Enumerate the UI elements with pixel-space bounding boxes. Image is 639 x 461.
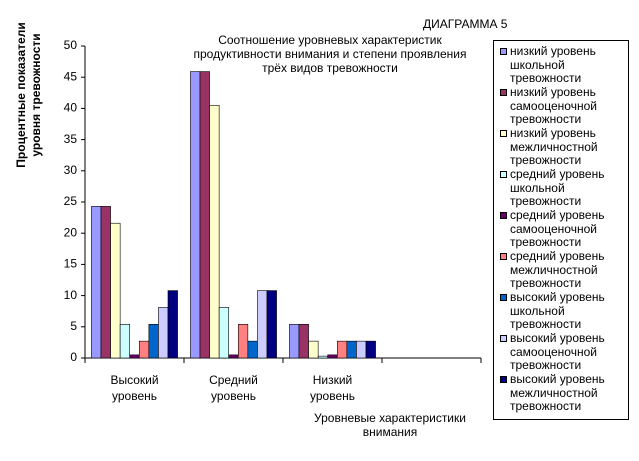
bar — [317, 355, 329, 359]
bar — [356, 340, 367, 359]
legend-label: средний уровень самооценочной тревожност… — [510, 209, 605, 249]
legend-entry: низкий уровень самооценочной тревожности — [500, 86, 625, 127]
legend-entry: низкий уровень межличностной тревожности — [500, 127, 625, 168]
legend-label: средний уровень школьной тревожности — [510, 168, 605, 208]
x-axis-label: Уровневые характеристики — [314, 411, 466, 425]
legend-swatch — [500, 294, 507, 301]
legend-entry: средний уровень самооценочной тревожност… — [500, 209, 625, 250]
bar — [247, 340, 258, 359]
bar — [289, 324, 300, 359]
y-tick-label: 45 — [64, 69, 78, 83]
legend-entry: средний уровень межличностной тревожност… — [500, 250, 625, 291]
legend-label: высокий уровень самооценочной тревожност… — [510, 332, 605, 372]
bar — [257, 290, 268, 359]
bar — [129, 354, 140, 359]
bar — [199, 71, 210, 359]
legend-swatch — [500, 171, 507, 178]
legend-swatch — [500, 335, 507, 342]
bar — [308, 340, 319, 359]
bar — [167, 290, 178, 359]
y-tick-label: 15 — [64, 257, 78, 271]
bar — [266, 290, 277, 359]
bar — [100, 206, 111, 359]
bar — [190, 71, 201, 359]
bar — [138, 340, 150, 359]
x-tick-label: Низкий уровень — [309, 373, 355, 403]
legend-entry: высокий уровень самооценочной тревожност… — [500, 332, 625, 373]
bar — [158, 307, 169, 359]
legend-label: высокий уровень межличностной тревожност… — [510, 373, 605, 413]
legend-swatch — [500, 48, 507, 55]
bar — [365, 340, 376, 359]
bar — [228, 354, 239, 359]
chart-title: Соотношение уровневых характеристик — [218, 33, 442, 47]
y-axis-label: уровня тревожности — [29, 33, 43, 156]
legend-swatch — [500, 212, 507, 219]
legend-swatch — [500, 130, 507, 137]
bar — [346, 340, 357, 359]
y-tick-label: 30 — [64, 163, 78, 177]
corner-label: ДИАГРАММА 5 — [423, 17, 508, 31]
x-tick-label: Средний уровень — [209, 373, 258, 403]
bar — [218, 307, 230, 359]
legend-label: средний уровень межличностной тревожност… — [510, 250, 605, 290]
legend-label: высокий уровень школьной тревожности — [510, 291, 605, 331]
bar — [119, 324, 131, 359]
legend-entry: высокий уровень школьной тревожности — [500, 291, 625, 332]
bar — [336, 340, 348, 359]
y-tick-label: 10 — [64, 288, 78, 302]
legend-entry: высокий уровень межличностной тревожност… — [500, 373, 625, 414]
legend-swatch — [500, 376, 507, 383]
x-axis-label: внимания — [362, 425, 418, 439]
legend-label: низкий уровень самооценочной тревожности — [510, 86, 597, 126]
legend-swatch — [500, 89, 507, 96]
y-tick-label: 40 — [64, 101, 78, 115]
chart-title: трёх видов тревожности — [262, 61, 398, 75]
y-tick-label: 20 — [64, 225, 78, 239]
bar — [148, 324, 159, 359]
legend-label: низкий уровень школьной тревожности — [510, 45, 596, 85]
x-tick-label: Высокий уровень — [110, 373, 159, 403]
legend-entry: низкий уровень школьной тревожности — [500, 45, 625, 86]
bar — [298, 324, 309, 359]
chart-title: продуктивности внимания и степени проявл… — [193, 47, 467, 61]
legend: низкий уровень школьной тревожности низки… — [493, 40, 629, 420]
y-tick-label: 35 — [64, 132, 78, 146]
legend-entry: средний уровень школьной тревожности — [500, 168, 625, 209]
bar — [237, 324, 249, 359]
legend-label: низкий уровень межличностной тревожности — [510, 127, 598, 167]
bar — [209, 104, 220, 359]
y-axis-label: Процентные показатели — [14, 22, 28, 167]
y-tick-label: 0 — [70, 350, 77, 364]
y-tick-label: 5 — [70, 319, 77, 333]
legend-swatch — [500, 253, 507, 260]
y-tick-label: 25 — [64, 194, 78, 208]
bar — [110, 222, 121, 359]
bar — [91, 206, 102, 359]
bar — [327, 354, 338, 359]
y-tick-label: 50 — [64, 38, 78, 52]
